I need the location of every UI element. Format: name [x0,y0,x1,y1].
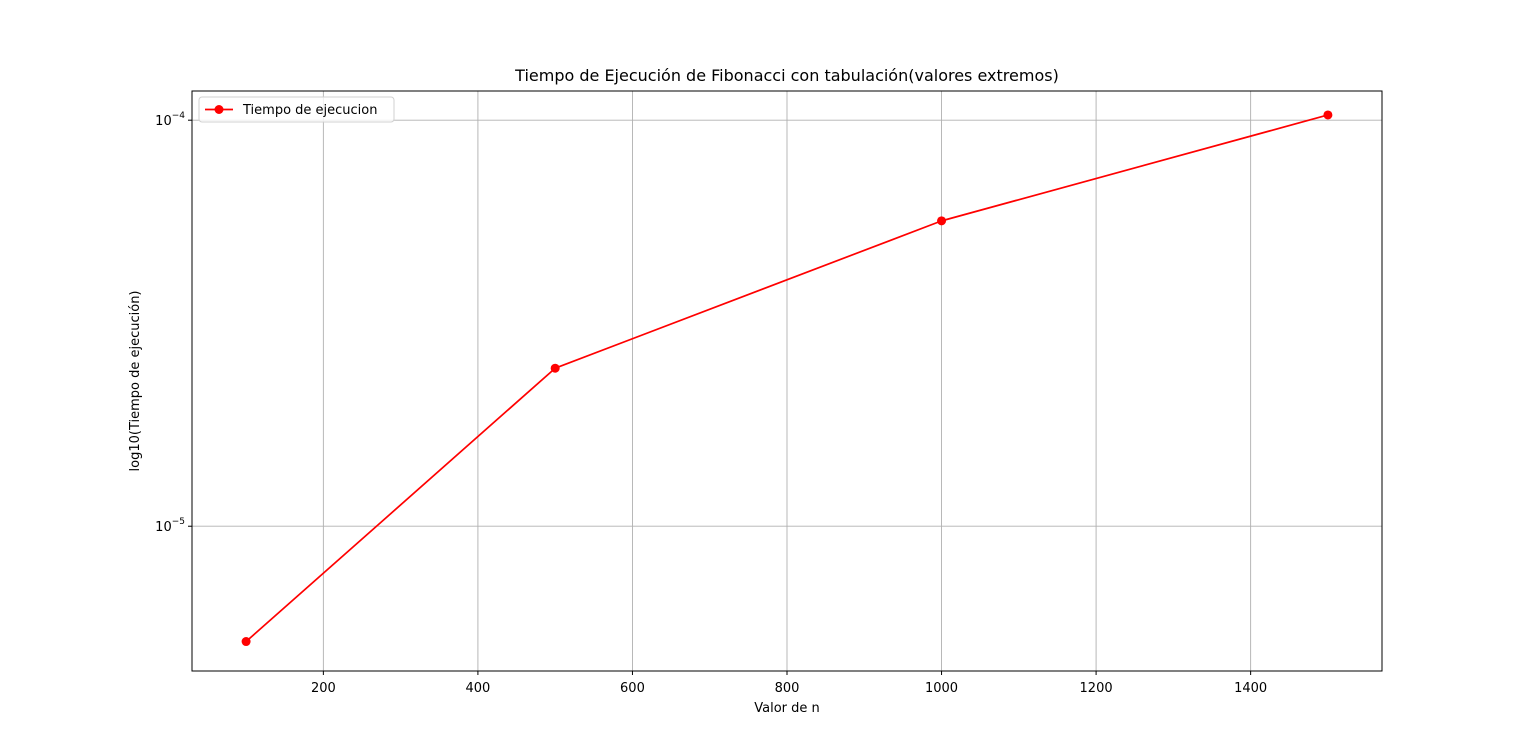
data-point-marker [550,363,560,373]
legend-marker-swatch [214,105,224,114]
y-tick-label-base: 10 [155,114,172,129]
x-tick-label: 400 [465,681,490,696]
x-tick-label: 1000 [925,681,958,696]
data-point-marker [1323,110,1333,120]
y-tick-label-exponent: −5 [172,517,185,527]
y-tick-label: 10−4 [155,111,185,129]
legend-label: Tiempo de ejecucion [242,103,377,118]
x-axis-label: Valor de n [754,701,820,716]
data-point-marker [241,637,251,647]
x-tick-label: 1400 [1234,681,1267,696]
series-line [245,114,1329,643]
y-axis-ticks: 10−510−4 [155,111,192,535]
series-layer [241,110,1333,647]
legend: Tiempo de ejecucion [198,96,395,123]
legend-box [198,96,395,123]
x-tick-label: 800 [775,681,800,696]
x-tick-label: 600 [620,681,645,696]
data-point-marker [937,216,947,226]
chart-title: Tiempo de Ejecución de Fibonacci con tab… [514,66,1059,85]
x-tick-label: 200 [311,681,336,696]
x-axis-ticks: 200 400 600 800 1000 1200 1400 [311,671,1267,696]
y-tick-label: 10−5 [155,517,185,535]
y-tick-label-exponent: −4 [172,111,186,121]
x-tick-label: 1200 [1080,681,1113,696]
y-tick-label-base: 10 [155,520,172,535]
y-axis-label: log10(Tiempo de ejecución) [128,291,143,472]
